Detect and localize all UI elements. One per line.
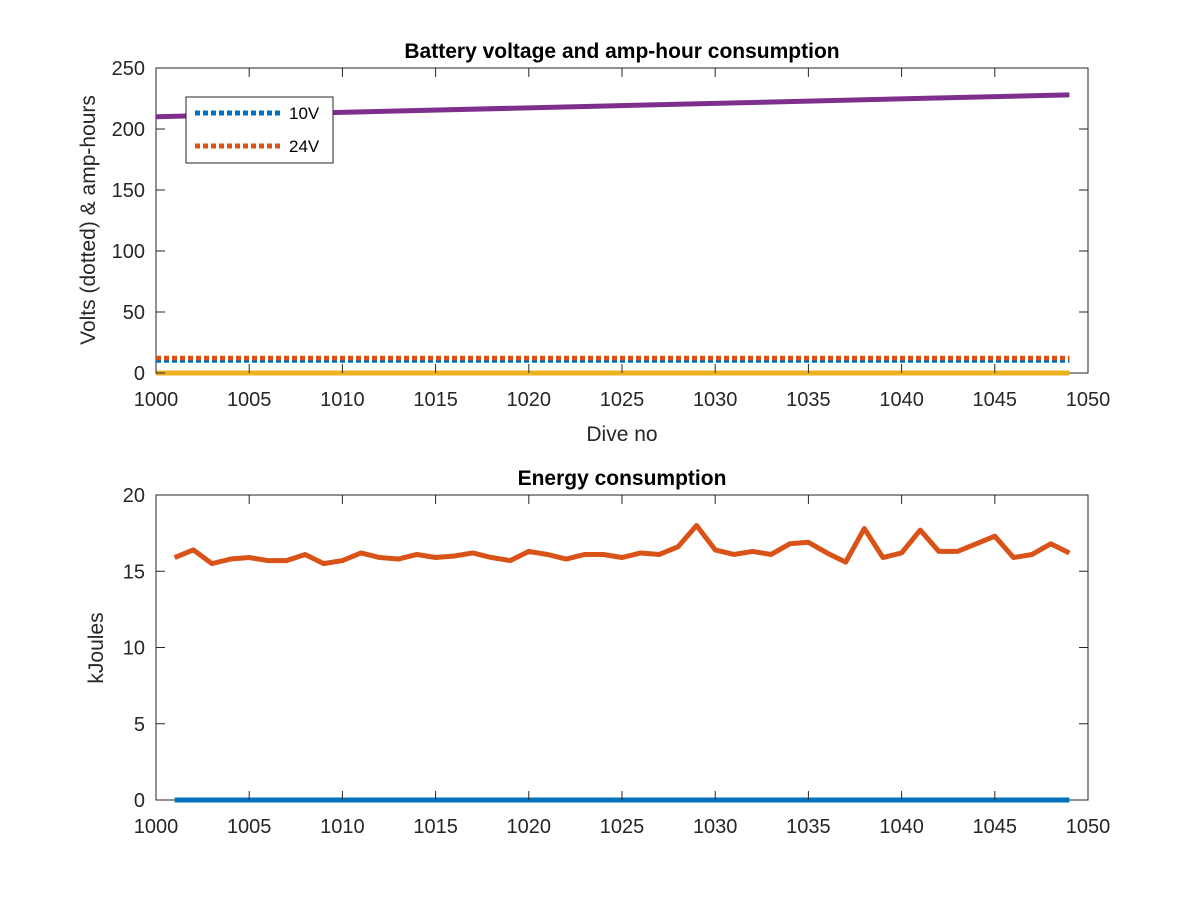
- x-tick-label: 1035: [786, 816, 831, 838]
- y-tick-label: 5: [134, 714, 145, 736]
- y-tick-label: 10: [123, 638, 145, 660]
- x-tick-label: 1015: [413, 816, 458, 838]
- x-tick-label: 1030: [693, 816, 738, 838]
- energy-axes-box: [155, 494, 1089, 801]
- x-tick-label: 1040: [879, 816, 924, 838]
- y-tick-label: 50: [123, 302, 145, 324]
- energy-panel: 1000 1005 1010 1015 1020 1025 1030 1035 1040 1045…: [85, 467, 1110, 838]
- x-tick-label: 1025: [600, 816, 645, 838]
- y-tick-label: 0: [134, 790, 145, 812]
- x-tick-label: 1015: [413, 389, 458, 411]
- x-tick-label: 1030: [693, 389, 738, 411]
- legend-label-10v: 10V: [289, 104, 320, 123]
- x-tick-label: 1000: [134, 816, 179, 838]
- x-tick-label: 1050: [1066, 389, 1111, 411]
- voltage-y-axis-label: Volts (dotted) & amp-hours: [77, 95, 100, 345]
- x-tick-label: 1050: [1066, 816, 1111, 838]
- voltage-amphour-panel: 1000 1005 1010 1015 1020 1025 1030 1035 1040 1045…: [77, 40, 1110, 446]
- x-tick-label: 1020: [507, 816, 552, 838]
- voltage-chart-title: Battery voltage and amp-hour consumption: [404, 40, 839, 63]
- legend-label-24v: 24V: [289, 137, 320, 156]
- y-tick-label: 200: [112, 119, 145, 141]
- x-tick-label: 1010: [320, 816, 365, 838]
- x-tick-label: 1045: [973, 816, 1018, 838]
- x-tick-label: 1000: [134, 389, 179, 411]
- x-tick-label: 1035: [786, 389, 831, 411]
- x-tick-label: 1045: [973, 389, 1018, 411]
- legend-box: [185, 96, 334, 164]
- y-tick-label: 250: [112, 58, 145, 80]
- voltage-legend: 10V 24V: [185, 96, 334, 164]
- voltage-plot-lines: [155, 92, 1070, 376]
- y-tick-label: 100: [112, 241, 145, 263]
- x-tick-label: 1005: [227, 389, 272, 411]
- y-tick-label: 0: [134, 363, 145, 385]
- voltage-x-axis-label: Dive no: [586, 423, 657, 446]
- y-tick-label: 15: [123, 561, 145, 583]
- y-tick-label: 150: [112, 180, 145, 202]
- energy-chart-title: Energy consumption: [518, 467, 727, 490]
- x-tick-label: 1040: [879, 389, 924, 411]
- x-tick-label: 1010: [320, 389, 365, 411]
- x-tick-label: 1020: [507, 389, 552, 411]
- x-tick-label: 1005: [227, 816, 272, 838]
- voltage-ticks: 1000 1005 1010 1015 1020 1025 1030 1035 1040 1045…: [112, 58, 1111, 411]
- energy-y-axis-label: kJoules: [85, 612, 108, 683]
- energy-ticks: 1000 1005 1010 1015 1020 1025 1030 1035 1040 1045…: [123, 485, 1111, 838]
- series-line-0: [173, 523, 1071, 567]
- x-tick-label: 1025: [600, 389, 645, 411]
- y-tick-label: 20: [123, 485, 145, 507]
